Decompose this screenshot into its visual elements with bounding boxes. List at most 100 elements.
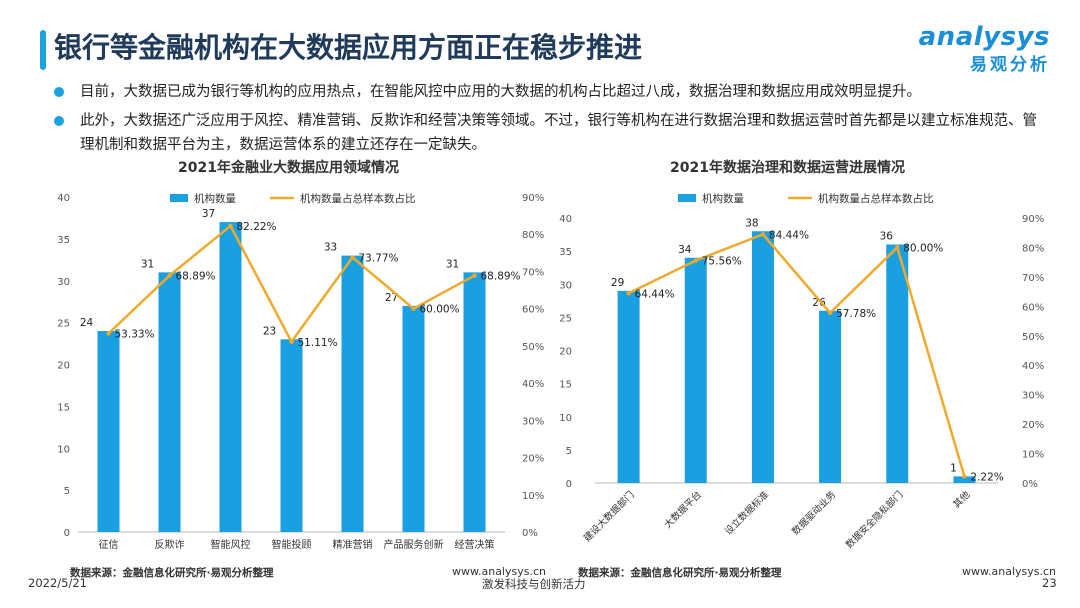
chart-2-bar-value-label: 29 bbox=[611, 277, 624, 289]
chart-2-yright-tick: 10% bbox=[1022, 450, 1044, 461]
chart-2-title: 2021年数据治理和数据运营进展情况 bbox=[670, 160, 905, 176]
chart-2-line-point bbox=[760, 232, 766, 237]
chart-1-line-point bbox=[289, 339, 294, 344]
chart-1-x-tick-label: 智能投顾 bbox=[272, 538, 312, 551]
chart-2-yright-tick: 50% bbox=[1022, 332, 1044, 343]
chart-1-yright-tick: 20% bbox=[522, 454, 544, 465]
chart-2-yleft-tick: 35 bbox=[559, 247, 572, 258]
chart-2-line-value-label: 84.44% bbox=[769, 229, 809, 241]
chart-2-yright-tick: 60% bbox=[1022, 302, 1044, 313]
chart-2: 机构数量 机构数量占总样本数占比 0 5 10 15 20 25 30 35 40 0% 10% 20% 3… bbox=[559, 192, 1044, 551]
chart-2-source: 数据来源：金融信息化研究所·易观分析整理 bbox=[578, 567, 782, 579]
bullet-dot-icon bbox=[54, 87, 64, 97]
chart-2-line-value-label: 64.44% bbox=[635, 288, 675, 300]
chart-1-bar-value-label: 24 bbox=[80, 317, 94, 329]
chart-1-line-point bbox=[228, 223, 233, 229]
chart-1-source: 数据来源：金融信息化研究所·易观分析整理 bbox=[70, 567, 274, 579]
chart-1-yleft-tick: 10 bbox=[57, 444, 70, 455]
chart-1-yleft-tick: 30 bbox=[57, 277, 70, 288]
chart-2-line-point bbox=[626, 291, 631, 296]
chart-1-legend-bar-label: 机构数量 bbox=[194, 192, 236, 205]
chart-2-line-point bbox=[693, 258, 698, 263]
chart-1-title: 2021年金融业大数据应用领域情况 bbox=[178, 160, 399, 176]
chart-1-bar bbox=[97, 331, 120, 532]
chart-1-line-point bbox=[106, 331, 111, 336]
page-title: 银行等金融机构在大数据应用方面正在稳步推进 bbox=[54, 31, 643, 64]
chart-2-legend-bar-label: 机构数量 bbox=[702, 192, 744, 205]
chart-1-line-value-label: 53.33% bbox=[115, 328, 155, 340]
chart-1-bar bbox=[280, 339, 303, 532]
chart-2-line-point bbox=[827, 310, 833, 316]
chart-2-bar-value-label: 38 bbox=[745, 217, 758, 229]
chart-2-line-value-label: 57.78% bbox=[836, 308, 876, 320]
chart-2-bar bbox=[617, 290, 640, 483]
chart-1-yleft-tick: 5 bbox=[64, 486, 70, 497]
chart-1-line-value-label: 68.89% bbox=[481, 271, 521, 283]
chart-2-yright-tick: 80% bbox=[1022, 243, 1044, 254]
bullet-text: 此外，大数据还广泛应用于风控、精准营销、反欺诈和经营决策等领域。不过，银行等机构… bbox=[80, 113, 1037, 153]
footer-date: 2022/5/21 bbox=[28, 576, 87, 590]
chart-2-yleft-tick: 25 bbox=[559, 313, 572, 324]
chart-1-bar bbox=[341, 255, 364, 532]
chart-2-yleft-tick: 0 bbox=[566, 479, 572, 490]
chart-2-url[interactable]: www.analysys.cn bbox=[962, 565, 1056, 578]
chart-2-bar-value-label: 1 bbox=[950, 462, 957, 474]
chart-2-yleft-tick: 15 bbox=[559, 380, 572, 391]
chart-2-yleft-tick: 10 bbox=[559, 413, 572, 424]
brand-logo: analysys 易观分析 bbox=[919, 22, 1050, 75]
chart-2-line-value-label: 80.00% bbox=[903, 242, 943, 254]
chart-1-bar bbox=[402, 305, 425, 532]
chart-2-x-tick-label: 数据安全隐私部门 bbox=[843, 489, 905, 551]
chart-1-x-tick-label: 征信 bbox=[99, 539, 119, 551]
chart-1: 机构数量 机构数量占总样本数占比 0 5 10 15 20 25 30 35 40 0% 10% 20% 3… bbox=[57, 192, 544, 551]
chart-1-bar bbox=[219, 222, 242, 532]
bullet-item: 目前，大数据已成为银行等机构的应用热点，在智能风控中应用的大数据的机构占比超过八… bbox=[48, 80, 1048, 104]
chart-1-yleft-tick: 20 bbox=[57, 361, 70, 372]
chart-1-yright-tick: 10% bbox=[522, 491, 544, 502]
chart-2-bar-value-label: 36 bbox=[880, 231, 894, 243]
chart-1-yleft-tick: 40 bbox=[57, 193, 70, 204]
chart-2-x-tick-label: 设立数据标准 bbox=[722, 488, 771, 537]
chart-2-bar bbox=[819, 310, 842, 483]
chart-2-yright-tick: 70% bbox=[1022, 273, 1044, 284]
chart-2-yright-tick: 0% bbox=[1022, 479, 1038, 490]
page-number: 23 bbox=[1042, 576, 1057, 590]
chart-2-x-tick-label: 大数据平台 bbox=[662, 489, 704, 531]
chart-2-yleft-tick: 20 bbox=[559, 347, 572, 358]
chart-1-url[interactable]: www.analysys.cn bbox=[452, 565, 546, 578]
chart-1-legend-bar-swatch bbox=[170, 194, 188, 202]
chart-1-legend-line-label: 机构数量占总样本数占比 bbox=[300, 192, 416, 205]
logo-text-en: analysys bbox=[918, 22, 1050, 52]
chart-1-x-tick-label: 精准营销 bbox=[333, 538, 373, 551]
chart-2-legend-bar-swatch bbox=[678, 194, 696, 202]
chart-1-yright-tick: 90% bbox=[522, 193, 544, 204]
chart-1-yright-tick: 70% bbox=[522, 267, 544, 278]
chart-1-line-value-label: 51.11% bbox=[298, 337, 338, 349]
chart-1-line-value-label: 60.00% bbox=[420, 304, 460, 316]
chart-1-bar-value-label: 37 bbox=[202, 208, 215, 220]
chart-2-legend-line-label: 机构数量占总样本数占比 bbox=[818, 192, 934, 205]
chart-2-line-value-label: 75.56% bbox=[702, 256, 742, 268]
chart-2-yright-tick: 40% bbox=[1022, 361, 1044, 372]
chart-2-line-point bbox=[895, 245, 900, 250]
bullet-item: 此外，大数据还广泛应用于风控、精准营销、反欺诈和经营决策等领域。不过，银行等机构… bbox=[48, 109, 1048, 157]
chart-2-bar-value-label: 34 bbox=[678, 244, 692, 256]
chart-2-yright-tick: 90% bbox=[1022, 214, 1044, 225]
chart-1-yleft-tick: 35 bbox=[57, 235, 70, 246]
chart-1-bar bbox=[463, 272, 486, 532]
chart-1-bar bbox=[158, 272, 181, 532]
chart-1-line-point bbox=[350, 255, 355, 260]
chart-1-yright-tick: 40% bbox=[522, 379, 544, 390]
chart-2-line-series bbox=[628, 233, 966, 477]
chart-1-yright-tick: 0% bbox=[522, 528, 538, 539]
chart-1-x-tick-label: 反欺诈 bbox=[155, 538, 185, 551]
bullet-text: 目前，大数据已成为银行等机构的应用热点，在智能风控中应用的大数据的机构占比超过八… bbox=[80, 84, 921, 100]
bullet-dot-icon bbox=[54, 116, 64, 126]
chart-1-yleft-tick: 25 bbox=[57, 319, 70, 330]
chart-1-yright-tick: 80% bbox=[522, 230, 544, 241]
chart-1-bar-value-label: 33 bbox=[324, 242, 337, 254]
chart-1-line-value-label: 73.77% bbox=[359, 252, 399, 264]
logo-text-cn: 易观分析 bbox=[970, 55, 1050, 75]
chart-2-bar bbox=[953, 476, 976, 483]
chart-1-line-point bbox=[472, 273, 477, 278]
